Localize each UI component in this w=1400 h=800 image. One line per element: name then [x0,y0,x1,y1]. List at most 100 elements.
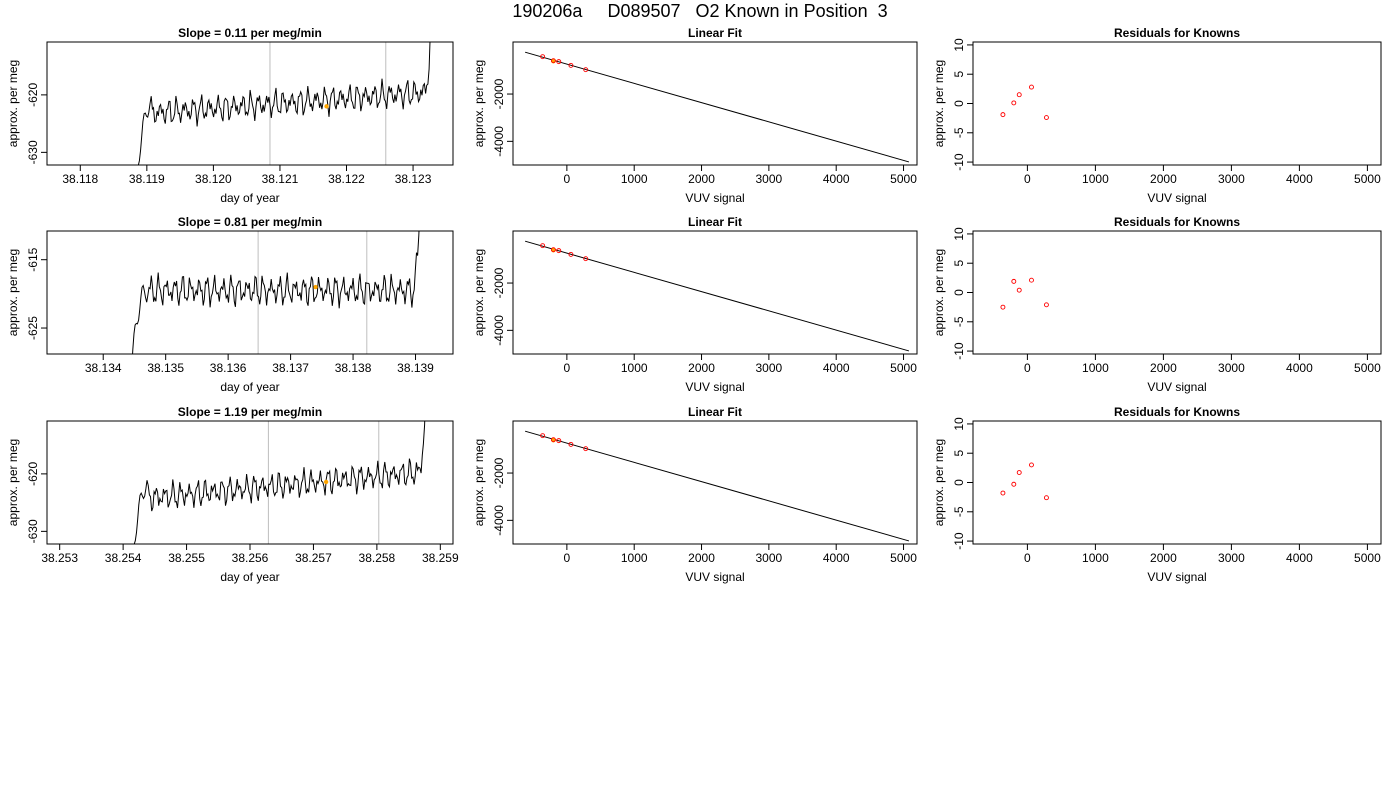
plot-frame [46,230,454,355]
x-tick-label: 4000 [823,361,850,375]
x-tick-label: 38.135 [147,361,184,375]
x-tick-label: 0 [564,172,571,186]
y-tick-label: -615 [26,247,40,271]
x-tick-label: 0 [1024,551,1031,565]
panel-1-2: Linear Fit VUV signal approx. per meg 0 1000… [472,26,918,205]
data-point [568,251,574,257]
plot-area [133,421,426,544]
known-sample-point [324,104,329,109]
x-tick-label: 4000 [823,551,850,565]
data-point [568,62,574,68]
y-tick-label: 5 [952,260,966,267]
panel-title: Residuals for Knowns [1114,26,1240,40]
y-tick-label: -5 [952,127,966,138]
data-point [583,446,589,452]
known-sample-point [313,284,318,290]
x-tick-label: 2000 [688,551,715,565]
fit-line [524,430,910,542]
data-point [556,59,562,65]
y-tick-label: 10 [952,38,966,52]
panel-2-2: Linear Fit VUV signal approx. per meg 0 1000… [472,215,918,394]
x-tick-label: 38.122 [328,172,365,186]
plot-frame [512,41,918,166]
x-tick-label: 3000 [756,361,783,375]
x-tick-label: 38.120 [195,172,232,186]
data-point [1000,112,1006,118]
y-axis-label: approx. per meg [472,249,486,336]
y-axis-label: approx. per meg [6,249,20,336]
x-tick-label: 3000 [1218,361,1245,375]
x-tick-label: 5000 [890,551,917,565]
data-point [583,67,589,73]
plot-frame [46,420,454,545]
x-tick-label: 5000 [1354,551,1381,565]
x-tick-label: 38.137 [272,361,309,375]
panel-title: Linear Fit [688,405,742,419]
x-tick-label: 38.256 [232,551,269,565]
x-tick-label: 0 [564,361,571,375]
y-axis-label: approx. per meg [932,249,946,336]
y-tick-label: -620 [26,83,40,107]
y-tick-label: 10 [952,227,966,241]
x-tick-label: 3000 [1218,172,1245,186]
x-tick-label: 0 [564,551,571,565]
plot-frame [972,41,1382,166]
data-point [1011,481,1017,487]
y-tick-label: 5 [952,450,966,457]
panel-title: Linear Fit [688,26,742,40]
y-tick-label: -2000 [492,267,506,298]
x-tick-label: 2000 [1150,551,1177,565]
x-axis-label: day of year [220,191,279,205]
panel-1-3: Residuals for Knowns VUV signal approx. pe… [932,26,1382,205]
y-tick-label: -625 [26,316,40,340]
x-tick-label: 2000 [1150,172,1177,186]
plot-area [524,51,910,163]
data-point [1043,495,1049,501]
x-tick-label: 1000 [1082,361,1109,375]
x-tick-label: 0 [1024,172,1031,186]
fit-line [524,240,910,352]
data-point [550,437,556,443]
plot-frame [46,41,454,166]
y-tick-label: -2000 [492,78,506,109]
x-tick-label: 38.138 [335,361,372,375]
x-axis-label: VUV signal [1147,570,1206,584]
x-tick-label: 5000 [1354,172,1381,186]
x-tick-label: 38.255 [168,551,205,565]
data-point [540,54,546,60]
x-tick-label: 2000 [688,361,715,375]
data-point [568,441,574,447]
y-tick-label: 0 [952,479,966,486]
y-tick-label: -2000 [492,457,506,488]
plot-area [132,231,420,354]
data-point [1043,302,1049,308]
panel-3-3: Residuals for Knowns VUV signal approx. pe… [932,405,1382,584]
x-tick-label: 38.259 [422,551,459,565]
y-tick-label: 10 [952,417,966,431]
y-axis-label: approx. per meg [472,60,486,147]
y-tick-label: -4000 [492,505,506,536]
x-tick-label: 2000 [688,172,715,186]
x-tick-label: 38.134 [85,361,122,375]
y-axis-label: approx. per meg [932,439,946,526]
data-point [1016,287,1022,293]
data-point [1016,92,1022,98]
y-tick-label: -10 [952,153,966,171]
data-point [556,438,562,444]
data-point [556,248,562,254]
fit-line [524,51,910,163]
data-point [540,243,546,249]
y-tick-label: 5 [952,71,966,78]
x-tick-label: 38.136 [210,361,247,375]
x-tick-label: 38.254 [105,551,142,565]
panel-title: Slope = 1.19 per meg/min [178,405,322,419]
panel-2-1: Slope = 0.81 per meg/min day of year appro… [6,215,454,394]
y-axis-label: approx. per meg [6,60,20,147]
y-tick-label: 0 [952,100,966,107]
panel-title: Residuals for Knowns [1114,215,1240,229]
plot-frame [972,420,1382,545]
plot-area [1000,462,1049,501]
panel-3-1: Slope = 1.19 per meg/min day of year appro… [6,405,459,584]
figure-title: 190206a D089507 O2 Known in Position 3 [512,1,888,21]
plot-area [137,42,431,165]
